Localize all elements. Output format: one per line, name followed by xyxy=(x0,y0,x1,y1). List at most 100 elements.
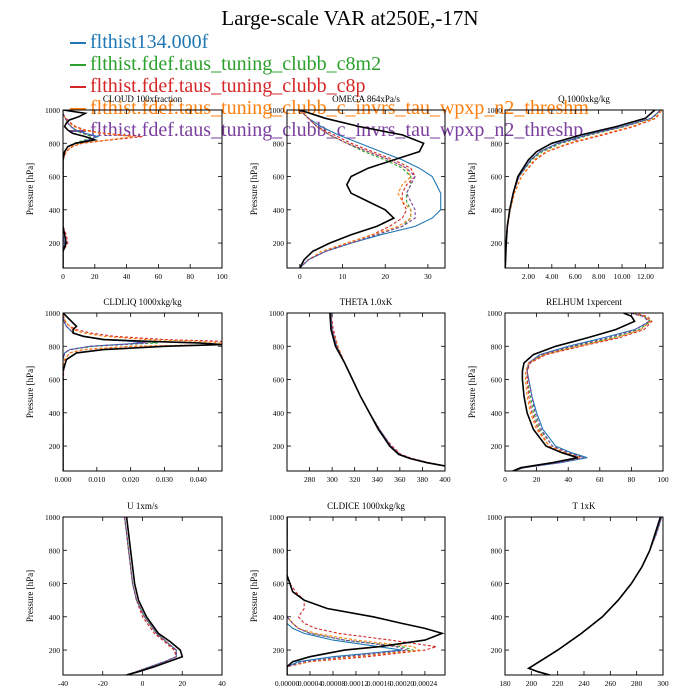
x-tick-label: 180 xyxy=(499,679,511,688)
x-tick-label: 400 xyxy=(439,475,451,484)
y-tick-label: 1000 xyxy=(269,106,284,115)
y-tick-label: 1000 xyxy=(487,106,502,115)
panel-title: U 1xm/s xyxy=(127,501,158,511)
y-tick-label: 200 xyxy=(491,239,503,248)
plot-frame xyxy=(286,109,446,269)
y-tick-label: 400 xyxy=(491,206,503,215)
reference-series-line xyxy=(299,110,425,268)
plot-frame xyxy=(504,516,664,676)
plot-frame xyxy=(504,312,664,472)
y-tick-label: 1000 xyxy=(45,513,60,522)
x-tick-label: 340 xyxy=(372,475,384,484)
panel-title: OMEGA 864xPa/s xyxy=(332,94,400,104)
y-tick-label: 400 xyxy=(491,409,503,418)
y-tick-label: 200 xyxy=(49,646,61,655)
x-tick-label: 4.00 xyxy=(545,272,558,281)
x-tick-label: 12.00 xyxy=(637,272,654,281)
y-tick-label: 800 xyxy=(491,139,503,148)
panel-title: CLDICE 1000xkg/kg xyxy=(327,501,405,511)
series-line xyxy=(124,517,177,675)
x-tick-label: 280 xyxy=(304,475,316,484)
panel-title: Q 1000xkg/kg xyxy=(558,94,610,104)
series-line xyxy=(512,313,653,471)
y-tick-label: 200 xyxy=(273,442,285,451)
series-line xyxy=(299,110,416,268)
series-line xyxy=(299,110,412,268)
y-tick-label: 200 xyxy=(491,442,503,451)
y-tick-label: 800 xyxy=(49,546,61,555)
x-tick-label: 40 xyxy=(218,679,226,688)
y-axis-label: Pressure [hPa] xyxy=(25,366,35,418)
y-tick-label: 400 xyxy=(49,409,61,418)
x-tick-label: 0.020 xyxy=(122,475,139,484)
y-tick-label: 600 xyxy=(491,173,503,182)
legend-line xyxy=(70,108,86,110)
x-tick-label: 60 xyxy=(596,475,604,484)
y-tick-label: 800 xyxy=(273,139,285,148)
x-tick-label: -20 xyxy=(98,679,108,688)
x-tick-label: 280 xyxy=(631,679,643,688)
x-tick-label: 0 xyxy=(298,272,302,281)
x-tick-label: 20 xyxy=(91,272,99,281)
reference-series-line xyxy=(505,110,656,268)
y-tick-label: 600 xyxy=(273,173,285,182)
x-tick-label: 30 xyxy=(424,272,432,281)
x-tick-label: 10 xyxy=(339,272,347,281)
x-tick-label: 240 xyxy=(578,679,590,688)
x-tick-label: 200 xyxy=(526,679,538,688)
series-line xyxy=(63,313,222,471)
x-tick-label: 0 xyxy=(141,679,145,688)
x-tick-label: 20 xyxy=(179,679,187,688)
y-axis-label: Pressure [hPa] xyxy=(25,570,35,622)
x-tick-label: 0 xyxy=(61,272,65,281)
x-tick-label: 0.030 xyxy=(156,475,173,484)
x-tick-label: 60 xyxy=(155,272,163,281)
y-tick-label: 400 xyxy=(273,409,285,418)
reference-series-line xyxy=(125,517,184,675)
x-tick-label: 6.00 xyxy=(569,272,582,281)
y-tick-label: 1000 xyxy=(269,309,284,318)
x-tick-label: 260 xyxy=(605,679,617,688)
x-tick-label: 320 xyxy=(349,475,361,484)
legend-line xyxy=(70,42,86,44)
x-tick-label: -40 xyxy=(58,679,68,688)
series-line xyxy=(299,110,416,268)
y-tick-label: 800 xyxy=(49,139,61,148)
x-tick-label: 10.00 xyxy=(614,272,631,281)
series-line xyxy=(512,313,652,471)
x-tick-label: 2.00 xyxy=(522,272,535,281)
y-tick-label: 200 xyxy=(273,239,285,248)
y-tick-label: 200 xyxy=(49,239,61,248)
y-tick-label: 400 xyxy=(49,206,61,215)
legend-line xyxy=(70,86,86,88)
series-line xyxy=(63,110,97,268)
legend-label: flthist134.000f xyxy=(90,31,209,53)
reference-series-line xyxy=(63,313,222,471)
x-tick-label: 80 xyxy=(628,475,636,484)
y-tick-label: 600 xyxy=(49,580,61,589)
y-axis-label: Pressure [hPa] xyxy=(249,570,259,622)
y-tick-label: 600 xyxy=(49,376,61,385)
reference-series-line xyxy=(512,313,636,471)
reference-series-line xyxy=(526,517,662,675)
series-line xyxy=(287,517,408,675)
legend-label: flthist.fdef.taus_tuning_clubb_c_invrs_t… xyxy=(90,119,584,141)
x-tick-label: 40 xyxy=(564,475,572,484)
y-tick-label: 600 xyxy=(273,580,285,589)
series-line xyxy=(124,517,177,675)
panel-title: CLDLIQ 1000xkg/kg xyxy=(103,297,182,307)
x-tick-label: 0.00020 xyxy=(390,679,415,688)
y-tick-label: 400 xyxy=(491,613,503,622)
x-tick-label: 0.00024 xyxy=(413,679,438,688)
x-tick-label: 20 xyxy=(381,272,389,281)
legend-label: flthist.fdef.taus_tuning_clubb_c_invrs_t… xyxy=(90,97,589,119)
y-tick-label: 1000 xyxy=(269,513,284,522)
series-line xyxy=(527,517,663,675)
x-tick-label: 100 xyxy=(657,475,669,484)
plot-frame xyxy=(286,312,446,472)
y-axis-label: Pressure [hPa] xyxy=(249,163,259,215)
x-tick-label: 0.00000 xyxy=(275,679,300,688)
panel-title: T 1xK xyxy=(572,501,596,511)
x-tick-label: 0.00008 xyxy=(321,679,346,688)
